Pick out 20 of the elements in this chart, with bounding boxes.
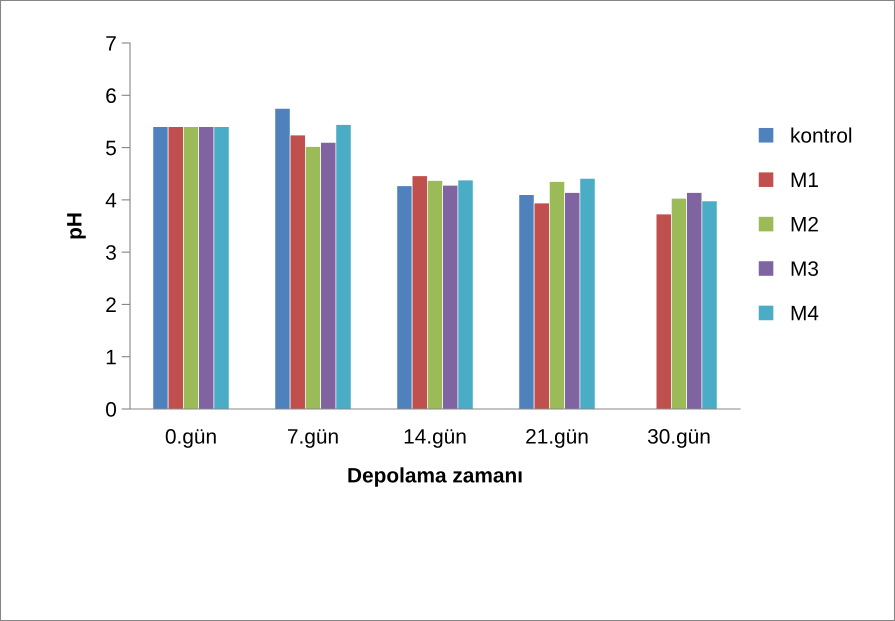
x-tick-label: 7.gün [288,429,338,448]
x-axis-title: Depolama zamanı [348,467,522,487]
x-tick-label: 0.gün [166,428,216,448]
y-tick-label: 2 [106,297,116,312]
y-tick-label: 3 [106,245,116,260]
y-tick-label: 7 [106,36,116,51]
legend-label: M1 [792,172,818,187]
y-tick-label: 0 [106,402,116,417]
y-axis-title: pH [67,214,86,239]
x-tick-label: 21.gün [526,428,588,448]
x-tick-label: 30.gün [648,428,710,448]
y-tick-label: 5 [106,140,116,156]
y-tick-label: 1 [106,350,116,364]
y-tick-label: 4 [106,193,116,208]
legend-label: M2 [792,216,818,232]
legend-label: M3 [792,261,818,276]
legend-label: kontrol [791,127,852,143]
legend-label: M4 [792,306,818,320]
y-tick-label: 6 [106,88,116,104]
x-tick-label: 14.gün [404,429,466,448]
